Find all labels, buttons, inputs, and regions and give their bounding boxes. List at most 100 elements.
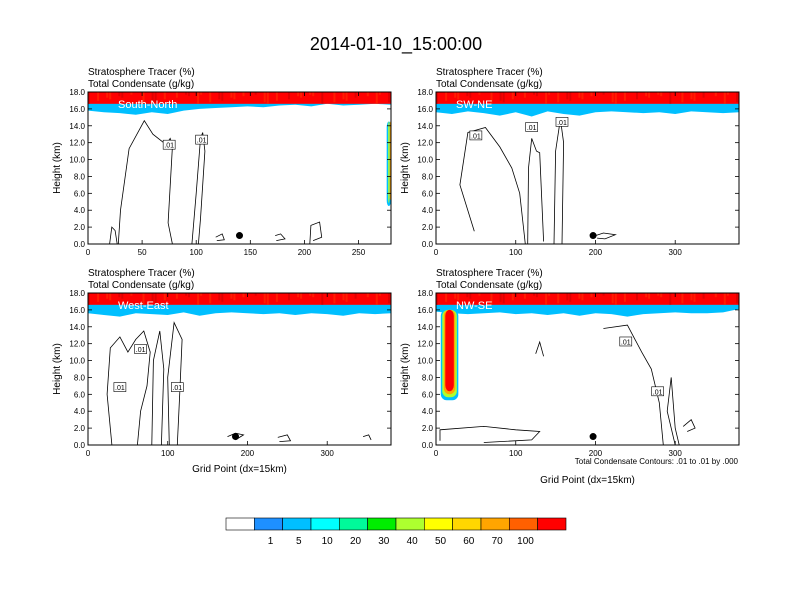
x-tick-label: 0 xyxy=(434,248,439,257)
panel-header-tracer: Stratosphere Tracer (%) xyxy=(436,67,543,78)
panel-4: .01 .01 0.0 2.0 4.0 6.0 8.0 10.0 12.0 14.0 16.0 18.… xyxy=(400,268,740,486)
tracer-streak xyxy=(502,293,505,304)
y-tick-label: 10.0 xyxy=(417,357,433,366)
tracer-streak xyxy=(309,92,312,95)
condensate-contour xyxy=(227,432,245,441)
tracer-streak xyxy=(536,293,538,298)
figure-title: 2014-01-10_15:00:00 xyxy=(310,34,482,55)
x-tick-label: 300 xyxy=(669,248,683,257)
colorbar-swatch xyxy=(225,517,255,531)
tracer-streak xyxy=(254,293,257,296)
tracer-streak xyxy=(163,293,166,301)
tracer-streak xyxy=(611,92,614,103)
x-tick-label: 250 xyxy=(352,248,366,257)
y-tick-label: 14.0 xyxy=(69,122,85,131)
y-tick-label: 14.0 xyxy=(417,323,433,332)
x-tick-label: 0 xyxy=(86,248,91,257)
contour-label: .01 xyxy=(621,339,631,346)
tracer-streak xyxy=(297,92,300,97)
colorbar-label: 100 xyxy=(517,536,534,547)
location-marker xyxy=(589,433,597,441)
tracer-streak xyxy=(163,92,166,100)
y-tick-label: 6.0 xyxy=(74,390,86,399)
tracer-streak xyxy=(499,293,502,302)
colorbar-swatch xyxy=(310,517,340,531)
y-tick-label: 8.0 xyxy=(422,373,434,382)
colorbar-swatch xyxy=(537,517,567,531)
plot-frame xyxy=(87,292,392,446)
tracer-streak xyxy=(218,293,221,301)
tracer-streak xyxy=(723,92,726,104)
location-marker xyxy=(232,433,240,441)
y-tick-label: 0.0 xyxy=(422,441,434,450)
tracer-streak xyxy=(660,92,663,97)
tracer-streak xyxy=(457,293,460,301)
y-tick-label: 12.0 xyxy=(69,139,85,148)
x-axis-label: Grid Point (dx=15km) xyxy=(540,475,635,486)
tracer-streak xyxy=(109,293,112,301)
tracer-field xyxy=(88,92,391,244)
tracer-streak xyxy=(142,293,145,305)
tracer-streak xyxy=(312,293,315,298)
tracer-streak xyxy=(557,92,560,103)
panel-header-condensate: Total Condensate (g/kg) xyxy=(88,79,194,90)
condensate-contour xyxy=(191,132,206,244)
condensate-contour xyxy=(682,419,696,432)
tracer-streak xyxy=(321,92,324,104)
tracer-streak xyxy=(230,293,233,299)
y-tick-label: 10.0 xyxy=(417,156,433,165)
y-tick-label: 4.0 xyxy=(74,206,86,215)
tracer-streak xyxy=(354,293,357,299)
condensate-contour xyxy=(109,226,118,244)
tracer-top xyxy=(88,92,391,104)
tracer-streak xyxy=(623,92,626,101)
colorbar-label: 5 xyxy=(296,536,302,547)
colorbar-label: 20 xyxy=(350,536,362,547)
tracer-field xyxy=(436,293,739,445)
x-tick-label: 100 xyxy=(509,248,523,257)
tracer-streak xyxy=(436,92,438,104)
tracer-streak xyxy=(275,92,278,101)
tracer-streak xyxy=(345,293,348,302)
tracer-streak xyxy=(97,293,100,302)
contour-label-box xyxy=(134,344,147,354)
tracer-streak xyxy=(714,92,717,97)
x-tick-label: 200 xyxy=(298,248,312,257)
y-tick-label: 2.0 xyxy=(422,223,434,232)
tracer-streak xyxy=(445,92,448,101)
tracer-streak xyxy=(288,293,290,301)
panel-header-tracer: Stratosphere Tracer (%) xyxy=(88,268,195,279)
tracer-streak xyxy=(581,92,584,100)
contour-label-box xyxy=(525,122,538,132)
tracer-streak xyxy=(511,92,514,100)
tracer-streak xyxy=(736,92,738,103)
tracer-streak xyxy=(611,293,614,304)
plot-frame xyxy=(87,91,392,245)
panels: .01 .01 0.0 2.0 4.0 6.0 8.0 10.0 12.0 14.0 16.0 18.… xyxy=(52,67,740,486)
tracer-streak xyxy=(263,92,266,103)
tracer-streak xyxy=(590,92,593,97)
panel-header-condensate: Total Condensate (g/kg) xyxy=(88,280,194,291)
tracer-streak xyxy=(242,92,245,97)
tracer-streak xyxy=(726,293,729,296)
condensate-contour xyxy=(527,138,544,244)
tracer-streak xyxy=(266,92,269,104)
y-tick-label: 14.0 xyxy=(69,323,85,332)
tracer-streak xyxy=(657,293,660,296)
contour-label: .01 xyxy=(653,389,663,396)
tracer-top xyxy=(88,293,391,305)
tracer-streak xyxy=(602,293,605,296)
tracer-streak xyxy=(309,293,312,296)
tracer-streak xyxy=(693,92,696,101)
tracer-streak xyxy=(669,92,672,104)
tracer-streak xyxy=(200,293,203,296)
colorbar-swatch xyxy=(338,517,368,531)
condensate-contour xyxy=(603,324,664,445)
tracer-streak xyxy=(623,293,626,302)
contour-label-box xyxy=(469,130,483,141)
tracer-streak xyxy=(130,293,133,296)
tracer-streak xyxy=(300,293,303,299)
x-tick-label: 200 xyxy=(241,449,255,458)
tracer-streak xyxy=(657,92,660,95)
y-axis-label: Height (km) xyxy=(52,142,63,194)
